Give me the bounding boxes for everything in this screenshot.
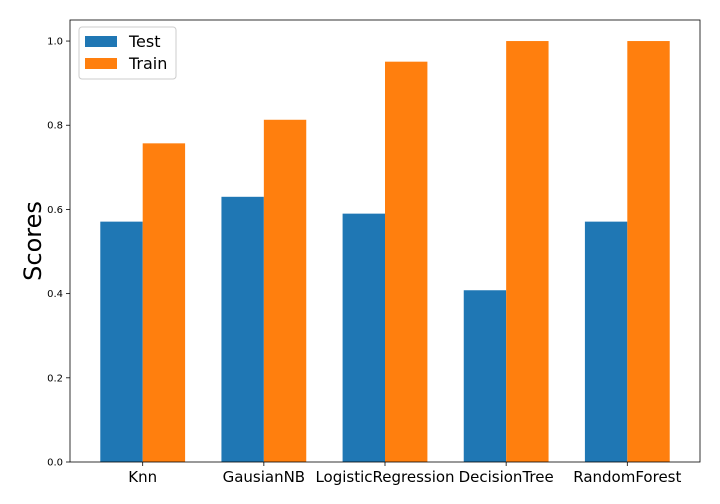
legend-swatch-test xyxy=(85,36,117,47)
bar-test-decisiontree xyxy=(463,290,507,462)
bar-train-decisiontree xyxy=(506,41,549,463)
x-axis: Knn GausianNB LogisticRegression DecisionTr… xyxy=(128,462,681,486)
y-tick-label: 0.6 xyxy=(47,205,63,216)
legend-swatch-train xyxy=(85,58,117,69)
y-tick-label: 1.0 xyxy=(47,37,63,48)
bar-train-knn xyxy=(142,143,186,462)
legend-label-train: Train xyxy=(128,54,167,73)
bar-test-knn xyxy=(100,221,143,462)
legend-label-test: Test xyxy=(128,32,161,51)
x-tick-label-gausiannb: GausianNB xyxy=(223,468,306,486)
y-axis-title: Scores xyxy=(19,201,47,281)
bar-test-logisticregression xyxy=(342,213,385,462)
y-tick-label: 0.0 xyxy=(47,458,63,469)
bar-train-logisticregression xyxy=(385,61,428,462)
y-tick-label: 0.8 xyxy=(47,121,63,132)
bar-train-randomforest xyxy=(627,41,670,463)
x-tick-label-logisticregression: LogisticRegression xyxy=(315,468,454,486)
y-axis: 0.0 0.2 0.4 0.6 0.8 1.0 xyxy=(47,37,70,469)
bar-train-gausiannb xyxy=(263,119,307,462)
x-tick-label-decisiontree: DecisionTree xyxy=(459,468,554,486)
bar-test-gausiannb xyxy=(221,196,264,463)
x-tick-label-knn: Knn xyxy=(128,468,157,486)
y-tick-label: 0.4 xyxy=(47,289,63,300)
x-tick-label-randomforest: RandomForest xyxy=(573,468,681,486)
legend: Test Train xyxy=(78,26,177,80)
bar-test-randomforest xyxy=(584,221,628,462)
bars-layer xyxy=(100,41,670,463)
y-tick-label: 0.2 xyxy=(47,373,63,384)
